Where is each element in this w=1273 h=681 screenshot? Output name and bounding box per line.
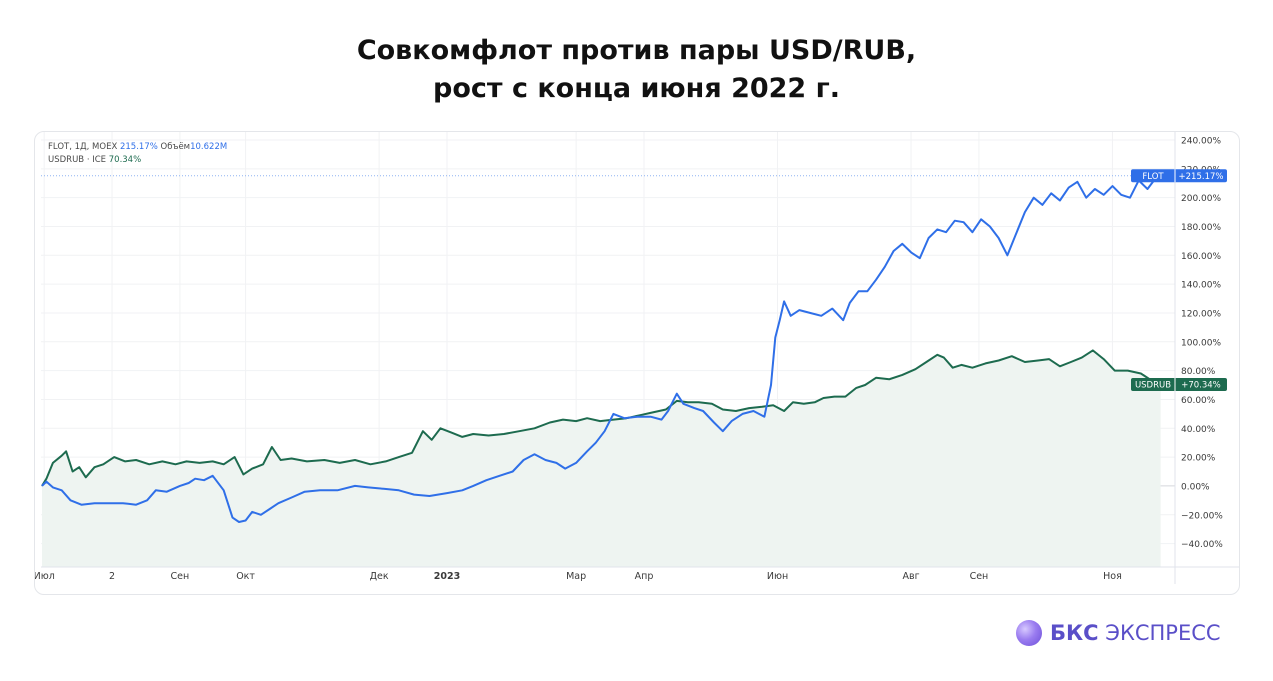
chart-canvas: 240.00% 2 20.00% 200.00% 180.00% 160.00% 140.0… xyxy=(35,132,1239,584)
y-tick-label: 140.00% xyxy=(1181,281,1221,291)
y-tick-label: 20.00% xyxy=(1181,454,1216,464)
chart-title: Совкомфлот против пары USD/RUB, рост с к… xyxy=(0,32,1273,108)
flot-price-tag: FLOT +215.17% xyxy=(1131,169,1227,183)
x-tick-label: Ноя xyxy=(1103,571,1122,582)
x-tick-label: Окт xyxy=(236,571,255,582)
y-tick-label: 60.00% xyxy=(1181,396,1216,406)
x-tick-label: Сен xyxy=(171,571,190,582)
y-tick-label: 80.00% xyxy=(1181,367,1216,377)
y-tick-label: 40.00% xyxy=(1181,425,1216,435)
legend-flot: FLOT, 1Д, MOEX 215.17% Объём10.622M xyxy=(48,141,227,154)
usdrub-price-tag-value: +70.34% xyxy=(1181,381,1221,391)
x-tick-label: 2 xyxy=(109,571,115,582)
flot-price-tag-series-name: FLOT xyxy=(1142,172,1164,182)
x-tick-label: Дек xyxy=(370,571,389,582)
brand-sphere-icon xyxy=(1016,620,1042,646)
y-tick-label: 120.00% xyxy=(1181,309,1221,319)
x-tick-label: Мар xyxy=(566,571,586,582)
legend-flot-volume-value: 10.622M xyxy=(190,142,228,152)
usdrub-area xyxy=(42,350,1161,567)
y-tick-label: 160.00% xyxy=(1181,252,1221,262)
chart-legend: FLOT, 1Д, MOEX 215.17% Объём10.622M USDR… xyxy=(48,141,227,167)
x-tick-label: Авг xyxy=(903,571,920,582)
legend-flot-value: 215.17% xyxy=(119,142,158,152)
y-tick-label: 100.00% xyxy=(1181,338,1221,348)
series-line-usdrub xyxy=(41,349,1162,487)
brand-name: БКС ЭКСПРЕСС xyxy=(1050,621,1221,645)
y-tick-label: 180.00% xyxy=(1181,223,1221,233)
series-line-flot xyxy=(41,174,1161,523)
chart-title-line2: рост с конца июня 2022 г. xyxy=(433,73,840,104)
legend-flot-label: FLOT, 1Д, MOEX xyxy=(48,142,118,152)
y-tick-label: −20.00% xyxy=(1181,511,1223,521)
flot-price-tag-value: +215.17% xyxy=(1179,172,1224,182)
legend-usdrub-value: 70.34% xyxy=(108,155,142,165)
x-tick-label: Июн xyxy=(767,571,788,582)
x-tick-label: Сен xyxy=(970,571,989,582)
usdrub-price-tag-series-name: USDRUB xyxy=(1135,381,1171,391)
legend-flot-volume-label: Объём xyxy=(160,142,191,152)
x-tick-label: Апр xyxy=(635,571,654,582)
y-tick-label: −40.00% xyxy=(1181,540,1223,550)
y-tick-label: 240.00% xyxy=(1181,137,1221,147)
usdrub-price-tag: USDRUB +70.34% xyxy=(1131,378,1227,392)
legend-usdrub-label: USDRUB · ICE xyxy=(48,155,107,165)
flot-price-tag-bg xyxy=(1131,169,1227,183)
legend-usdrub: USDRUB · ICE 70.34% xyxy=(48,154,227,167)
usdrub-price-tag-bg xyxy=(1131,378,1227,392)
x-tick-label: 2023 xyxy=(434,571,460,582)
brand-name-rest: ЭКСПРЕСС xyxy=(1105,621,1221,645)
brand-logo-block: БКС ЭКСПРЕСС xyxy=(1016,620,1221,646)
x-tick-label: Июл xyxy=(35,571,55,582)
brand-name-bold: БКС xyxy=(1050,621,1099,645)
y-tick-label: 0.00% xyxy=(1181,482,1210,492)
chart-title-line1: Совкомфлот против пары USD/RUB, xyxy=(356,35,917,66)
chart-panel: 240.00% 2 20.00% 200.00% 180.00% 160.00% 140.0… xyxy=(34,131,1240,595)
y-tick-label: 200.00% xyxy=(1181,194,1221,204)
